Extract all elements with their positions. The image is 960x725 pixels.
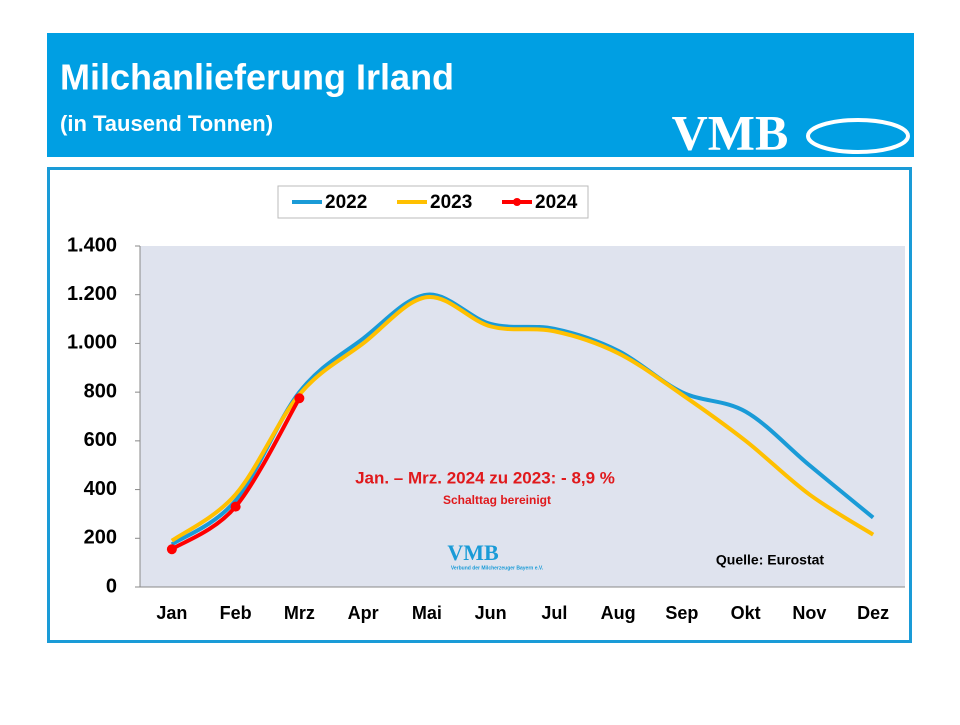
x-tick-label: Mai xyxy=(412,603,442,623)
point-marker xyxy=(294,393,305,404)
x-tick-label: Feb xyxy=(220,603,252,623)
y-tick-label: 600 xyxy=(84,429,117,451)
y-tick-label: 200 xyxy=(84,527,117,549)
point-marker xyxy=(230,501,241,512)
x-tick-label: Sep xyxy=(665,603,698,623)
title: Milchanlieferung Irland xyxy=(60,57,454,98)
legend-label: 2024 xyxy=(535,192,578,213)
annotation: Jan. – Mrz. 2024 zu 2023: - 8,9 % xyxy=(355,468,615,487)
y-tick-label: 400 xyxy=(84,478,117,500)
legend-label: 2023 xyxy=(430,192,472,213)
plot-area xyxy=(140,246,905,587)
source: Quelle: Eurostat xyxy=(716,552,824,568)
subtitle: (in Tausend Tonnen) xyxy=(60,111,273,136)
x-tick-label: Dez xyxy=(857,603,889,623)
x-tick-label: Nov xyxy=(792,603,826,623)
logo-swoosh xyxy=(806,118,910,154)
x-tick-label: Apr xyxy=(348,603,379,623)
x-tick-label: Jan xyxy=(156,603,187,623)
legend-box xyxy=(277,185,589,219)
x-tick-label: Mrz xyxy=(284,603,315,623)
x-tick-label: Okt xyxy=(731,603,761,623)
legend-label: 2022 xyxy=(325,192,367,213)
header-bar xyxy=(47,33,914,157)
y-tick-label: 1.400 xyxy=(67,234,117,256)
logo-text: VMB xyxy=(672,104,789,160)
y-tick-label: 1.200 xyxy=(67,283,117,305)
y-tick-label: 800 xyxy=(84,380,117,402)
series-line xyxy=(170,295,875,543)
x-tick-label: Jun xyxy=(475,603,507,623)
x-tick-label: Jul xyxy=(541,603,567,623)
logo-small: VMB xyxy=(447,540,499,565)
point-marker xyxy=(166,544,177,555)
y-tick-label: 0 xyxy=(106,575,117,597)
annotation-note: Schalttag bereinigt xyxy=(443,493,551,507)
x-tick-label: Aug xyxy=(601,603,636,623)
y-tick-label: 1.000 xyxy=(67,332,117,354)
legend-marker xyxy=(513,198,521,206)
logo-small-subtext: Verbund der Milcherzeuger Bayern e.V. xyxy=(451,565,544,571)
